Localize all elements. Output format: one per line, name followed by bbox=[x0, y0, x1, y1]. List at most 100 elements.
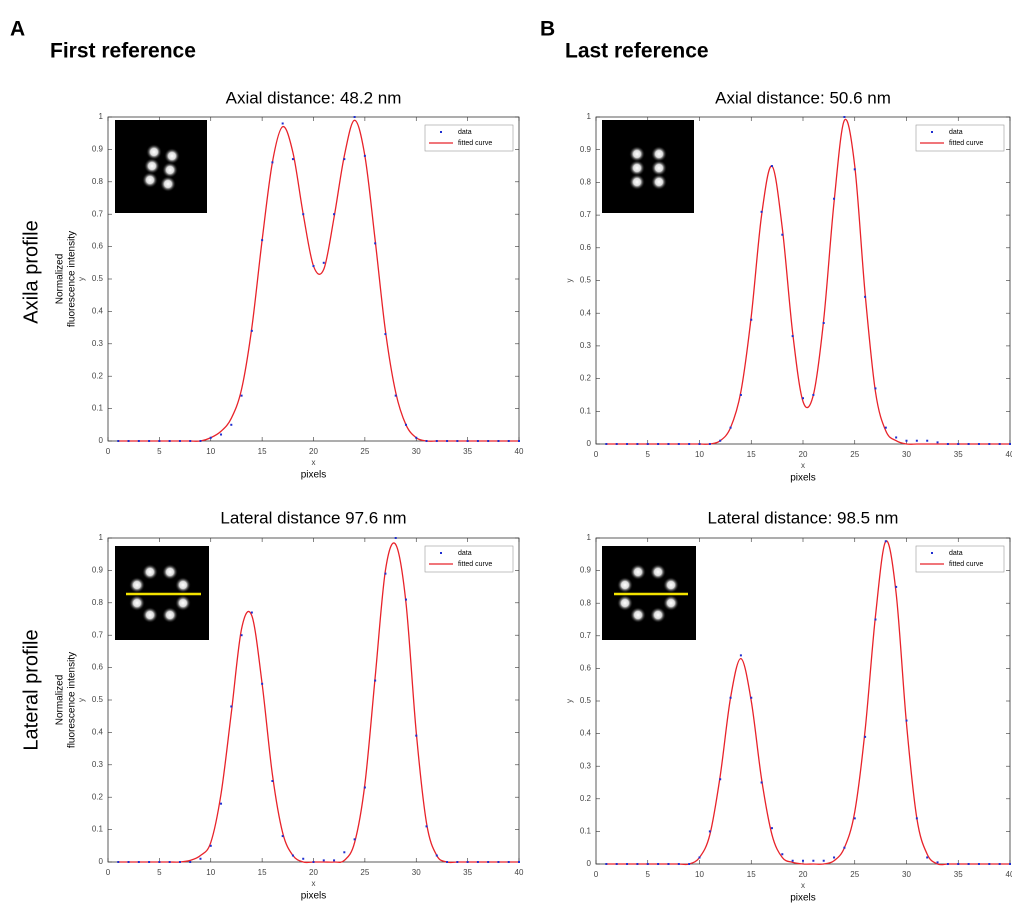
x-tick-label: 10 bbox=[695, 870, 704, 879]
data-point bbox=[282, 122, 284, 124]
data-point bbox=[864, 296, 866, 298]
data-point bbox=[189, 861, 191, 863]
y-tick-label: 0.4 bbox=[580, 729, 592, 738]
data-point bbox=[709, 443, 711, 445]
y-tick-label: 1 bbox=[99, 112, 104, 121]
x-tick-label: 40 bbox=[1006, 870, 1012, 879]
x-tick-label: 20 bbox=[799, 450, 808, 459]
x-tick-label: 35 bbox=[954, 450, 963, 459]
data-point bbox=[957, 863, 959, 865]
y-tick-label: 0.6 bbox=[580, 243, 592, 252]
data-point bbox=[343, 851, 345, 853]
y-tick-label: 0 bbox=[587, 859, 592, 868]
y-tick-label: 0.3 bbox=[580, 761, 592, 770]
data-point bbox=[384, 333, 386, 335]
data-point bbox=[978, 863, 980, 865]
data-point bbox=[667, 443, 669, 445]
data-point bbox=[843, 116, 845, 118]
data-point bbox=[926, 856, 928, 858]
x-tick-label: 10 bbox=[206, 447, 215, 456]
y-axis-title: Normalized bbox=[55, 254, 66, 305]
x-tick-label: 20 bbox=[309, 868, 318, 877]
data-point bbox=[916, 817, 918, 819]
x-axis-unit: pixels bbox=[790, 473, 816, 484]
x-tick-label: 15 bbox=[258, 447, 267, 456]
y-tick-label: 0.1 bbox=[92, 825, 104, 834]
data-point bbox=[354, 838, 356, 840]
data-point bbox=[605, 443, 607, 445]
y-tick-label: 0.2 bbox=[92, 371, 104, 380]
x-tick-label: 30 bbox=[902, 870, 911, 879]
data-point bbox=[812, 394, 814, 396]
data-point bbox=[128, 440, 130, 442]
y-tick-label: 0.8 bbox=[92, 177, 104, 186]
legend-label: fitted curve bbox=[949, 140, 983, 147]
data-point bbox=[220, 434, 222, 436]
data-point bbox=[968, 443, 970, 445]
data-point bbox=[169, 440, 171, 442]
data-point bbox=[117, 861, 119, 863]
data-point bbox=[895, 436, 897, 438]
data-point bbox=[323, 262, 325, 264]
data-point bbox=[292, 855, 294, 857]
data-point bbox=[497, 440, 499, 442]
legend-marker bbox=[931, 131, 933, 133]
data-point bbox=[467, 440, 469, 442]
y-tick-label: 0.3 bbox=[92, 760, 104, 769]
data-point bbox=[688, 863, 690, 865]
legend-label: fitted curve bbox=[949, 561, 983, 568]
data-point bbox=[802, 860, 804, 862]
data-point bbox=[241, 634, 243, 636]
x-tick-label: 25 bbox=[850, 870, 859, 879]
x-tick-label: 5 bbox=[646, 450, 651, 459]
data-point bbox=[148, 861, 150, 863]
data-point bbox=[199, 440, 201, 442]
x-axis-unit: pixels bbox=[301, 891, 327, 902]
data-point bbox=[354, 116, 356, 118]
y-tick-label: 0.5 bbox=[92, 695, 104, 704]
y-tick-label: 0 bbox=[587, 439, 592, 448]
data-point bbox=[210, 845, 212, 847]
data-point bbox=[456, 440, 458, 442]
x-tick-label: 5 bbox=[157, 447, 162, 456]
x-tick-label: 0 bbox=[594, 450, 599, 459]
data-point bbox=[446, 440, 448, 442]
x-tick-label: 30 bbox=[412, 447, 421, 456]
x-tick-label: 40 bbox=[1006, 450, 1012, 459]
x-tick-label: 40 bbox=[515, 868, 524, 877]
data-point bbox=[251, 612, 253, 614]
y-tick-label: 0.1 bbox=[92, 404, 104, 413]
x-tick-label: 0 bbox=[594, 870, 599, 879]
legend-marker bbox=[440, 131, 442, 133]
data-point bbox=[854, 817, 856, 819]
data-point bbox=[518, 861, 520, 863]
data-point bbox=[874, 619, 876, 621]
data-point bbox=[740, 394, 742, 396]
data-point bbox=[781, 234, 783, 236]
data-point bbox=[999, 863, 1001, 865]
y-tick-label: 0.2 bbox=[580, 794, 592, 803]
data-point bbox=[699, 856, 701, 858]
y-tick-label: 0.4 bbox=[92, 728, 104, 737]
legend-label: fitted curve bbox=[458, 140, 492, 147]
data-point bbox=[812, 860, 814, 862]
data-point bbox=[384, 573, 386, 575]
data-point bbox=[833, 198, 835, 200]
x-tick-label: 30 bbox=[412, 868, 421, 877]
y-tick-label: 0.9 bbox=[92, 566, 104, 575]
x-tick-label: 35 bbox=[463, 868, 472, 877]
x-axis-unit: pixels bbox=[301, 470, 327, 481]
data-point bbox=[823, 322, 825, 324]
x-axis-label: x bbox=[312, 879, 316, 888]
data-point bbox=[230, 705, 232, 707]
y-axis-title: fluorescence intensity bbox=[67, 652, 78, 748]
data-point bbox=[467, 861, 469, 863]
x-tick-label: 25 bbox=[360, 868, 369, 877]
data-point bbox=[823, 860, 825, 862]
data-point bbox=[230, 424, 232, 426]
data-point bbox=[415, 735, 417, 737]
data-point bbox=[364, 155, 366, 157]
data-point bbox=[678, 443, 680, 445]
data-point bbox=[626, 443, 628, 445]
data-point bbox=[906, 720, 908, 722]
